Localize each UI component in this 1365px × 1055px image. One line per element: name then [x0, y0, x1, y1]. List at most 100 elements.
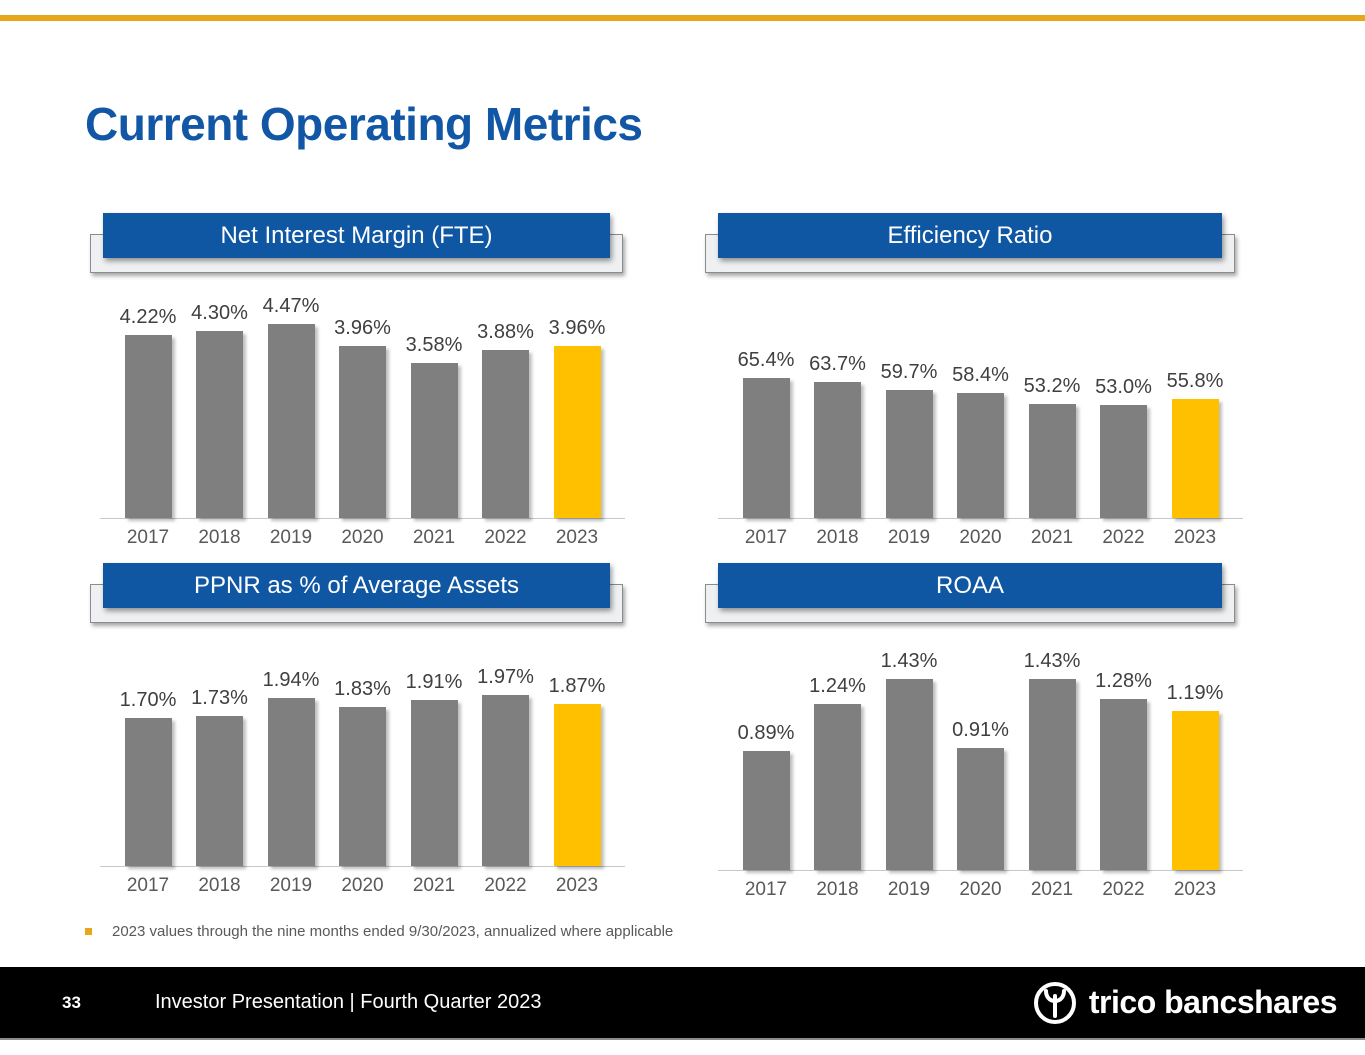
x-axis-tick-label: 2017 — [744, 527, 788, 548]
bar-column-2017: 65.4% — [738, 349, 794, 518]
x-axis-tick-label: 2022 — [484, 527, 527, 548]
bar-column-2021: 3.58% — [406, 334, 462, 518]
bar-column-2017: 1.70% — [120, 689, 176, 866]
x-axis-tick: 2017 — [743, 879, 790, 901]
x-axis-tick-label: 2022 — [1102, 527, 1145, 548]
bar-value-label: 53.0% — [1095, 376, 1152, 398]
x-axis-tick-label: 2017 — [126, 875, 170, 896]
bar-column-2020: 1.83% — [334, 678, 391, 866]
x-axis-tick-label: 2022 — [484, 875, 527, 896]
x-axis-tick-label: 2017 — [744, 879, 788, 900]
x-axis-tick: 2020 — [339, 527, 386, 549]
x-axis-tick: 2020 — [957, 879, 1004, 901]
x-axis-tick: 2023 — [554, 527, 601, 549]
bar-2022 — [1100, 405, 1147, 518]
bar-value-label: 1.43% — [880, 650, 938, 672]
x-axis-tick: 2020 — [957, 527, 1004, 549]
bar-column-2020: 3.96% — [334, 317, 391, 518]
chart-net-interest-margin-x-axis: 2017 2018 2019 2020 2021 2022 2023 — [100, 519, 625, 549]
bar-value-label: 53.2% — [1023, 375, 1081, 397]
bar-column-2023: 55.8% — [1167, 370, 1223, 518]
bar-value-label: 1.91% — [405, 671, 463, 693]
top-accent-rule — [0, 15, 1365, 21]
bar-2018 — [196, 331, 243, 518]
bar-value-label: 65.4% — [737, 349, 795, 371]
bar-2021 — [410, 700, 458, 866]
x-axis-tick-label: 2023 — [555, 527, 599, 548]
bar-2018 — [814, 704, 861, 870]
bar-value-label: 1.97% — [477, 666, 534, 688]
chart-net-interest-margin: 4.22% 4.30% 4.47% 3.96% 3.58% 3.88% 3.96% — [100, 288, 625, 519]
bar-2021 — [1028, 679, 1076, 870]
x-axis-tick: 2021 — [1029, 527, 1076, 549]
x-axis-tick: 2022 — [1100, 879, 1147, 901]
chart-efficiency-ratio: 65.4% 63.7% 59.7% 58.4% 53.2% 53.0% 55.8% — [718, 288, 1243, 519]
x-axis-tick-label: 2021 — [1030, 527, 1074, 548]
x-axis-tick: 2019 — [886, 879, 933, 901]
footnote-text: 2023 values through the nine months ende… — [112, 923, 674, 940]
chart-title-label: ROAA — [935, 571, 1004, 599]
bar-column-2017: 0.89% — [738, 722, 794, 870]
bar-2020 — [339, 346, 386, 518]
x-axis-tick-label: 2023 — [1173, 527, 1217, 548]
bar-value-label: 0.89% — [737, 722, 795, 744]
bar-value-label: 55.8% — [1166, 370, 1224, 392]
bar-value-label: 1.87% — [548, 675, 606, 697]
bar-value-label: 3.96% — [334, 317, 391, 339]
page-title: Current Operating Metrics — [85, 98, 643, 150]
bar-2017 — [124, 718, 172, 866]
x-axis-tick-label: 2020 — [341, 875, 384, 896]
bar-2019 — [267, 698, 315, 866]
chart-title-label: Net Interest Margin (FTE) — [220, 221, 493, 249]
bar-column-2023: 1.87% — [549, 675, 605, 866]
x-axis-tick-label: 2018 — [198, 527, 241, 548]
x-axis-tick-label: 2019 — [887, 527, 931, 548]
x-axis-tick-label: 2019 — [269, 527, 313, 548]
bar-column-2021: 1.43% — [1024, 650, 1080, 870]
bar-value-label: 1.24% — [809, 675, 866, 697]
chart-title-label: Efficiency Ratio — [887, 221, 1053, 249]
bar-value-label: 1.73% — [191, 687, 248, 709]
bar-column-2018: 4.30% — [191, 302, 248, 518]
company-logo-text: trico bancshares — [1088, 984, 1338, 1020]
x-axis-tick-label: 2018 — [198, 875, 241, 896]
bar-column-2019: 1.94% — [263, 669, 319, 866]
chart-roaa: 0.89% 1.24% 1.43% 0.91% 1.43% 1.28% 1.19% — [718, 640, 1243, 871]
bar-2022 — [482, 350, 529, 518]
bar-value-label: 1.28% — [1095, 670, 1152, 692]
bar-2017 — [742, 378, 790, 518]
x-axis-tick: 2018 — [814, 527, 861, 549]
page-number: 33 — [62, 992, 81, 1012]
x-axis-tick: 2019 — [886, 527, 933, 549]
x-axis-tick-label: 2023 — [555, 875, 599, 896]
bar-column-2019: 59.7% — [881, 361, 937, 518]
bar-value-label: 4.22% — [119, 306, 177, 328]
bar-column-2018: 1.73% — [191, 687, 248, 866]
chart-ppnr: 1.70% 1.73% 1.94% 1.83% 1.91% 1.97% 1.87% — [100, 636, 625, 867]
bar-value-label: 3.88% — [477, 321, 534, 343]
bar-value-label: 3.96% — [548, 317, 606, 339]
bar-column-2019: 1.43% — [881, 650, 937, 870]
x-axis-tick-label: 2020 — [959, 527, 1002, 548]
bar-2018 — [814, 382, 861, 518]
bar-2022 — [1100, 699, 1147, 870]
x-axis-tick-label: 2021 — [412, 527, 456, 548]
bar-column-2020: 58.4% — [952, 364, 1009, 518]
x-axis-tick-label: 2022 — [1102, 879, 1145, 900]
bar-value-label: 3.58% — [405, 334, 463, 356]
bar-2020 — [957, 748, 1004, 870]
footer-bar: 33 Investor Presentation | Fourth Quarte… — [0, 967, 1365, 1040]
x-axis-tick-label: 2017 — [126, 527, 170, 548]
bar-value-label: 0.91% — [952, 719, 1009, 741]
x-axis-tick: 2022 — [482, 527, 529, 549]
x-axis-tick: 2018 — [814, 879, 861, 901]
bar-2022 — [482, 695, 529, 866]
bar-value-label: 4.30% — [191, 302, 248, 324]
bar-2023 — [1171, 399, 1219, 518]
x-axis-tick: 2023 — [1172, 879, 1219, 901]
bar-value-label: 59.7% — [880, 361, 938, 383]
bar-column-2021: 53.2% — [1024, 375, 1080, 518]
bar-2019 — [885, 390, 933, 518]
bar-column-2018: 63.7% — [809, 353, 866, 518]
bar-2020 — [339, 707, 386, 866]
